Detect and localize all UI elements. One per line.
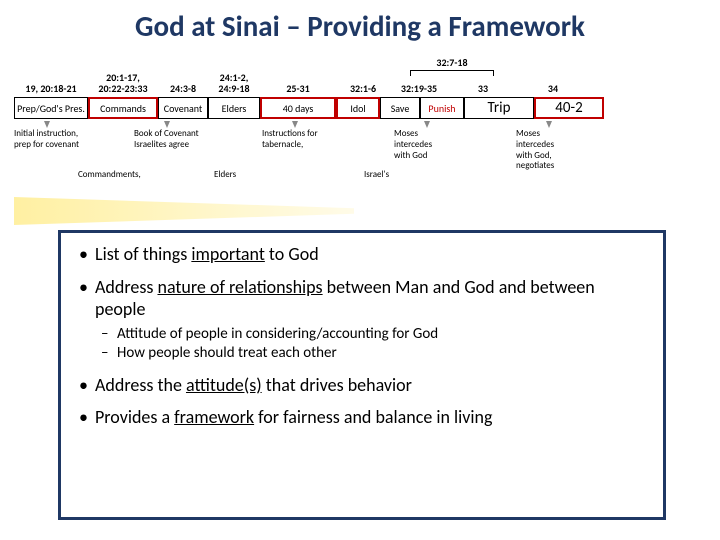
sub-bullet-item: Attitude of people in considering/accoun… <box>95 325 649 345</box>
bracket-label: 32:7-18 <box>436 56 467 69</box>
timeline: 32:7-18 19, 20:18-2120:1-17,20:22-23:332… <box>14 64 706 234</box>
label-cell: Trip <box>464 97 534 119</box>
sub-desc: Book of CovenantIsraelites agree <box>134 129 234 151</box>
arrow-icon <box>546 121 552 128</box>
ref-cell: 24:1-2,24:9-18 <box>208 72 260 94</box>
ref-cell: 33 <box>448 83 518 94</box>
ref-cell: 34 <box>518 83 588 94</box>
bullet-item: Address nature of relationships between … <box>75 276 649 364</box>
label-cell: Prep/God's Pres. <box>14 97 88 119</box>
sub-bullet-item: How people should treat each other <box>95 344 649 364</box>
ref-cell: 24:3-8 <box>158 83 208 94</box>
arrow-icon <box>44 121 50 128</box>
bullet-list: List of things important to God Address n… <box>75 243 649 429</box>
arrow-icon <box>164 121 170 128</box>
labels-row: Prep/God's Pres.CommandsCovenantElders40… <box>14 97 706 119</box>
sub-desc2: Israel's <box>364 169 414 180</box>
sub-desc: Mosesintercedeswith God,negotiates <box>516 129 586 172</box>
ref-cell: 20:1-17,20:22-23:33 <box>88 72 158 94</box>
highlight-triangle <box>14 197 354 225</box>
label-cell: Covenant <box>158 97 208 119</box>
page-title: God at Sinai – Providing a Framework <box>0 0 720 48</box>
sub-desc: Mosesintercedeswith God <box>394 129 464 161</box>
label-cell: 40 days <box>260 97 336 119</box>
ref-cell: 25-31 <box>260 83 336 94</box>
label-cell: Idol <box>336 97 380 119</box>
label-cell: Elders <box>208 97 260 119</box>
sub-desc2: Elders <box>214 169 264 180</box>
label-cell: Punish <box>420 97 464 119</box>
bullet-item: List of things important to God <box>75 243 649 266</box>
bullet-item: Provides a framework for fairness and ba… <box>75 406 649 429</box>
content-box: List of things important to God Address n… <box>58 230 666 520</box>
ref-cell: 19, 20:18-21 <box>14 83 88 94</box>
refs-row: 19, 20:18-2120:1-17,20:22-23:3324:3-824:… <box>14 64 706 94</box>
label-cell: Save <box>380 97 420 119</box>
bullet-item: Address the attitude(s) that drives beha… <box>75 374 649 397</box>
sub-desc: Initial instruction,prep for covenant <box>14 129 104 151</box>
label-cell: 40-2 <box>534 97 604 119</box>
arrow-icon <box>292 121 298 128</box>
sub-desc: Instructions fortabernacle, <box>262 129 352 151</box>
sub-desc2: Commandments, <box>78 169 168 180</box>
sub-descriptions: Initial instruction,prep for covenant Boo… <box>14 119 706 189</box>
bracket-327: 32:7-18 <box>410 56 494 76</box>
arrow-icon <box>424 121 430 128</box>
sub-bullet-list: Attitude of people in considering/accoun… <box>95 325 649 364</box>
ref-cell: 32:1-6 <box>336 83 390 94</box>
ref-cell: 32:19-35 <box>390 83 448 94</box>
label-cell: Commands <box>88 97 158 119</box>
